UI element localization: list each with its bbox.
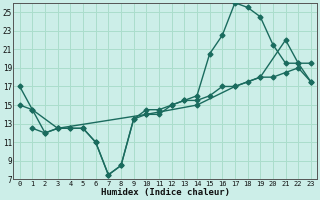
X-axis label: Humidex (Indice chaleur): Humidex (Indice chaleur) [101,188,230,197]
